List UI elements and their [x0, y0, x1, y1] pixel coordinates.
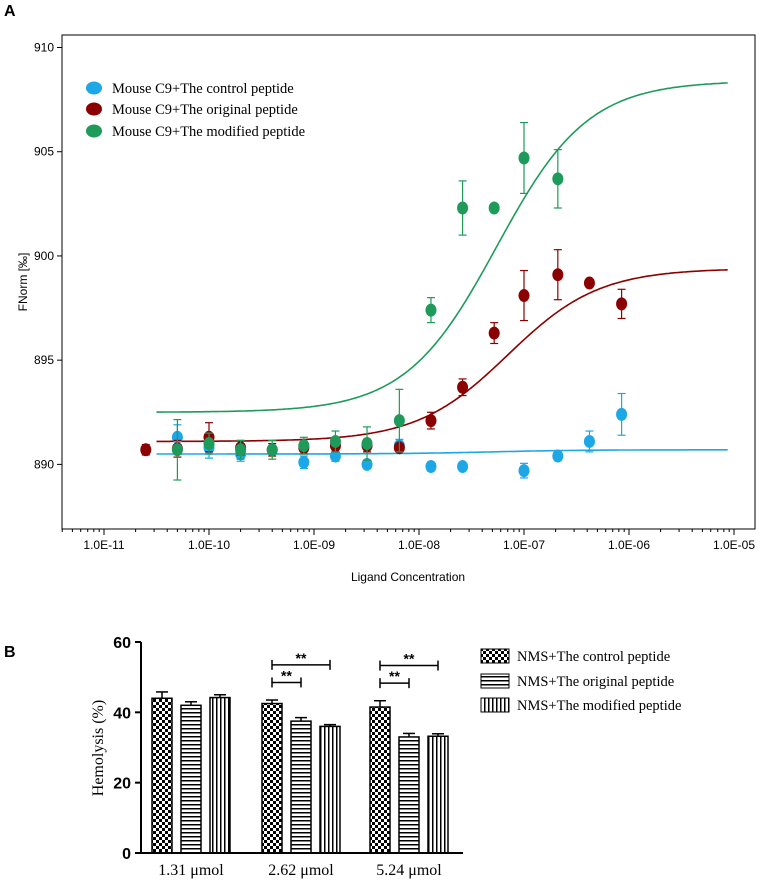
data-point-series-1 [616, 297, 628, 311]
data-point-series-1 [583, 276, 595, 290]
bar-horizontal [180, 704, 202, 854]
legend-label-original: Mouse C9+The original peptide [112, 102, 298, 118]
x-tick-label: 1.0E-07 [503, 538, 545, 552]
bar-horizontal [398, 736, 420, 854]
legend-swatch-original [480, 673, 510, 689]
legend-swatch-modified [480, 697, 510, 713]
y-tick-label: 0 [122, 846, 131, 863]
data-point-series-1 [457, 380, 469, 394]
category-label: 5.24 μmol [376, 862, 442, 879]
legend-label-nms-control: NMS+The control peptide [517, 649, 670, 665]
panel-a-data-points [140, 121, 628, 481]
data-point-series-1 [425, 414, 437, 428]
panel-b-y-axis: 0 20 40 60 [113, 635, 142, 863]
bar-vertical [427, 735, 449, 854]
category-label: 2.62 μmol [268, 862, 334, 879]
panel-b-y-axis-label: Hemolysis (%) [90, 700, 107, 796]
data-point-series-0 [298, 455, 310, 469]
data-point-series-0 [616, 407, 628, 421]
legend-marker-control [86, 81, 102, 95]
fit-curve-series-2 [156, 82, 728, 413]
data-point-series-1 [552, 268, 564, 282]
panel-b-bars [151, 691, 449, 854]
legend-marker-modified [86, 124, 102, 138]
legend-label-nms-modified: NMS+The modified peptide [517, 698, 681, 714]
panel-a-label: A [4, 3, 16, 20]
data-point-series-0 [361, 457, 373, 471]
significance-label: ** [404, 651, 415, 667]
bar-vertical [319, 725, 341, 854]
bar-horizontal [290, 720, 312, 854]
panel-a-y-axis-label: FNorm [‰] [16, 253, 30, 312]
x-tick-label: 1.0E-05 [713, 538, 755, 552]
bar-checker [151, 697, 173, 854]
y-tick-label: 905 [34, 145, 54, 159]
panel-a-y-axis: 890 895 900 905 910 [34, 41, 62, 471]
legend-marker-original [86, 102, 102, 116]
y-tick-label: 60 [113, 635, 131, 652]
y-tick-label: 895 [34, 353, 54, 367]
legend-swatch-control [480, 648, 510, 664]
data-point-series-2 [329, 434, 341, 448]
x-tick-label: 1.0E-11 [83, 538, 124, 552]
x-tick-label: 1.0E-08 [398, 538, 440, 552]
legend-label-modified: Mouse C9+The modified peptide [112, 124, 305, 140]
significance-label: ** [389, 668, 400, 684]
data-point-series-2 [203, 437, 215, 451]
panel-a-x-axis-label: Ligand Concentration [351, 570, 465, 584]
panel-b-x-axis: 1.31 μmol 2.62 μmol 5.24 μmol [141, 852, 463, 879]
data-point-series-2 [298, 439, 310, 453]
panel-a-fit-curves [156, 82, 728, 455]
data-point-series-0 [329, 449, 341, 463]
x-tick-label: 1.0E-06 [608, 538, 650, 552]
significance-label: ** [281, 667, 292, 683]
data-point-series-2 [235, 443, 247, 457]
panel-b-label: B [4, 644, 16, 661]
data-point-series-0 [552, 449, 564, 463]
fit-curve-series-0 [156, 449, 728, 455]
y-tick-label: 20 [113, 776, 131, 793]
data-point-series-2 [488, 201, 500, 215]
legend-label-control: Mouse C9+The control peptide [112, 81, 294, 97]
data-point-series-2 [518, 151, 530, 165]
data-point-series-0 [425, 459, 437, 473]
data-point-series-2 [457, 201, 469, 215]
data-point-series-2 [425, 303, 437, 317]
significance-label: ** [296, 650, 307, 666]
y-tick-label: 40 [113, 705, 131, 722]
data-point-series-0 [457, 459, 469, 473]
category-label: 1.31 μmol [158, 862, 224, 879]
panel-a-x-axis: 1.0E-11 1.0E-10 1.0E-09 1.0E-08 1.0E-07 1.0E-… [61, 529, 755, 552]
y-tick-label: 900 [34, 249, 54, 263]
y-tick-label: 910 [34, 41, 54, 55]
data-point-series-2 [361, 437, 373, 451]
y-tick-label: 890 [34, 457, 54, 471]
bar-checker [369, 706, 391, 854]
x-tick-label: 1.0E-09 [293, 538, 335, 552]
bar-checker [261, 702, 283, 854]
bar-vertical [209, 696, 231, 854]
legend-label-nms-original: NMS+The original peptide [517, 674, 674, 690]
panel-a-legend: Mouse C9+The control peptide Mouse C9+Th… [86, 81, 305, 140]
data-point-series-0 [518, 464, 530, 478]
x-tick-label: 1.0E-10 [188, 538, 230, 552]
data-point-series-1 [140, 443, 152, 457]
fit-curve-series-1 [156, 269, 728, 443]
data-point-series-2 [266, 443, 278, 457]
panel-b-legend: NMS+The control peptide NMS+The original… [480, 648, 681, 714]
data-point-series-1 [488, 326, 500, 340]
data-point-series-0 [583, 434, 595, 448]
data-point-series-2 [393, 414, 405, 428]
data-point-series-1 [518, 289, 530, 303]
panel-b-significance: ******** [271, 650, 439, 689]
data-point-series-2 [552, 172, 564, 186]
data-point-series-2 [171, 443, 183, 457]
